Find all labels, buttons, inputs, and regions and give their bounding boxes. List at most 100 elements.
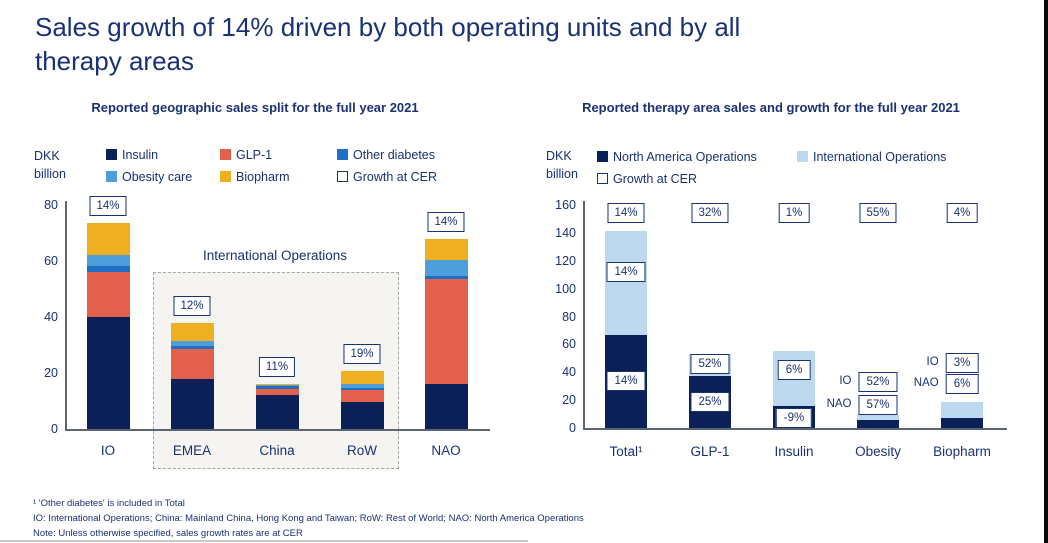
segment-growth-label-glp-1-52: 52%	[690, 353, 730, 374]
north-america-operations-legend-swatch-icon	[597, 151, 608, 162]
insulin-legend-swatch-icon	[106, 149, 117, 160]
bar-segment-international-operations	[857, 415, 899, 420]
category-label-china: China	[259, 443, 295, 458]
screen-right-edge	[1044, 0, 1048, 543]
other-diabetes-legend-swatch-icon	[337, 149, 348, 160]
category-label-io: IO	[100, 443, 116, 458]
bar-segment-insulin	[340, 402, 384, 429]
bar-segment-glp-1	[255, 388, 299, 396]
y-axis-tick-label: 40	[562, 365, 576, 380]
y-axis-tick-label: 0	[569, 421, 576, 435]
growth-at-cer-box-glp-1: 32%	[691, 203, 729, 223]
legend-item-other-diabetes: Other diabetes	[337, 147, 435, 162]
segment-label-value-box: 52%	[858, 372, 898, 392]
bar-segment-other-diabetes	[170, 345, 214, 350]
legend-item-label: Biopharm	[236, 169, 290, 184]
bar-segment-obesity-care	[255, 384, 299, 386]
segment-label-prefix: IO	[839, 375, 852, 387]
segment-label-prefix: NAO	[913, 377, 939, 390]
y-axis-tick-label: 0	[51, 422, 58, 436]
segment-growth-label-biopharm-io3: IO 3%	[927, 352, 979, 373]
right-unit-line-1: DKK	[546, 149, 572, 163]
y-axis-tick-label: 120	[555, 253, 576, 268]
glp-1-legend-swatch-icon	[220, 149, 231, 160]
screen-bottom-edge	[0, 540, 528, 542]
footnote-cer-note: Note: Unless otherwise specified, sales …	[33, 528, 303, 539]
x-axis-line	[65, 429, 490, 431]
segment-growth-label-obesity-nao57: NAO 57%	[827, 395, 898, 415]
bar-segment-biopharm	[340, 371, 384, 385]
bar-segment-biopharm	[86, 222, 130, 256]
bar-segment-insulin	[255, 395, 299, 429]
category-label-glp-1: GLP-1	[690, 444, 730, 459]
left-chart-title: Reported geographic sales split for the …	[91, 100, 419, 115]
left-unit-line-2: billion	[34, 167, 66, 181]
legend-item-label: Growth at CER	[613, 171, 698, 186]
legend-item-label: Growth at CER	[353, 169, 438, 184]
segment-growth-label-obesity-io52: IO 52%	[839, 372, 898, 392]
segment-growth-label-glp-1-25: 25%	[690, 392, 730, 413]
legend-item-insulin: Insulin	[106, 147, 158, 162]
y-axis-tick-label: 100	[555, 281, 576, 296]
y-axis-line	[583, 201, 585, 430]
legend-item-biopharm: Biopharm	[220, 169, 290, 184]
bar-segment-biopharm	[255, 383, 299, 385]
growth-at-cer-box-row: 19%	[343, 344, 381, 365]
footnote-abbreviations: IO: International Operations; China: Mai…	[33, 513, 584, 524]
legend-item-international-operations: International Operations	[797, 149, 946, 164]
segment-label-prefix: NAO	[826, 398, 852, 410]
bar-segment-international-operations	[605, 231, 647, 335]
bar-segment-biopharm	[170, 323, 214, 341]
growth-at-cer-box-insulin: 1%	[778, 203, 810, 223]
footnote-other-diabetes: ¹ 'Other diabetes' is included in Total	[33, 498, 185, 509]
obesity-care-legend-swatch-icon	[106, 171, 117, 182]
legend-item-label: North America Operations	[613, 149, 757, 164]
left-chart-unit-label: DKK billion	[34, 147, 66, 183]
bar-segment-obesity-care	[340, 384, 384, 388]
growth-at-cer-box-total: 14%	[607, 203, 645, 223]
bar-segment-obesity-care	[424, 260, 468, 276]
growth-at-cer-legend-swatch-icon	[337, 171, 348, 182]
y-axis-tick-label: 160	[555, 198, 576, 212]
bar-segment-international-operations	[941, 401, 983, 419]
segment-label-value-box: 25%	[690, 392, 730, 413]
legend-item-label: Obesity care	[122, 169, 193, 184]
bar-segment-other-diabetes	[86, 265, 130, 273]
category-label-insulin: Insulin	[774, 444, 814, 459]
y-axis-tick-label: 80	[562, 309, 576, 324]
segment-growth-label-total-14: 14%	[606, 261, 646, 282]
growth-at-cer-box-obesity: 55%	[859, 203, 897, 223]
legend-item-growth-at-cer: Growth at CER	[597, 171, 697, 186]
bar-segment-glp-1	[340, 389, 384, 403]
bar-segment-obesity-care	[170, 340, 214, 346]
segment-label-value-box: 57%	[858, 395, 898, 415]
growth-at-cer-box-nao: 14%	[427, 212, 465, 233]
segment-label-value-box: 14%	[606, 370, 646, 391]
growth-at-cer-box-io: 14%	[89, 195, 127, 216]
bar-segment-other-diabetes	[424, 275, 468, 280]
growth-at-cer-box-emea: 12%	[173, 296, 211, 317]
y-axis-tick-label: 80	[44, 198, 58, 212]
category-label-nao: NAO	[431, 443, 461, 458]
left-unit-line-1: DKK	[34, 149, 60, 163]
bar-segment-glp-1	[86, 272, 130, 317]
right-chart-unit-label: DKK billion	[546, 147, 578, 183]
legend-item-obesity-care: Obesity care	[106, 169, 192, 184]
segment-growth-label-insulin-9: -9%	[775, 408, 813, 429]
x-axis-line	[583, 428, 1007, 430]
bar-segment-biopharm	[424, 239, 468, 261]
bar-segment-insulin	[86, 317, 130, 429]
segment-label-value-box: 52%	[690, 353, 730, 374]
legend-item-label: Insulin	[122, 147, 159, 162]
segment-growth-label-biopharm-nao6: NAO 6%	[914, 374, 979, 395]
page-title-line-1: Sales growth of 14% driven by both opera…	[35, 12, 741, 42]
bar-segment-north-america-operations	[857, 419, 899, 428]
segment-growth-label-insulin-6: 6%	[777, 359, 811, 380]
right-unit-line-2: billion	[546, 167, 578, 181]
bar-segment-insulin	[424, 384, 468, 429]
bar-segment-glp-1	[170, 349, 214, 379]
segment-label-value-box: 6%	[945, 374, 979, 395]
international-operations-legend-swatch-icon	[797, 151, 808, 162]
